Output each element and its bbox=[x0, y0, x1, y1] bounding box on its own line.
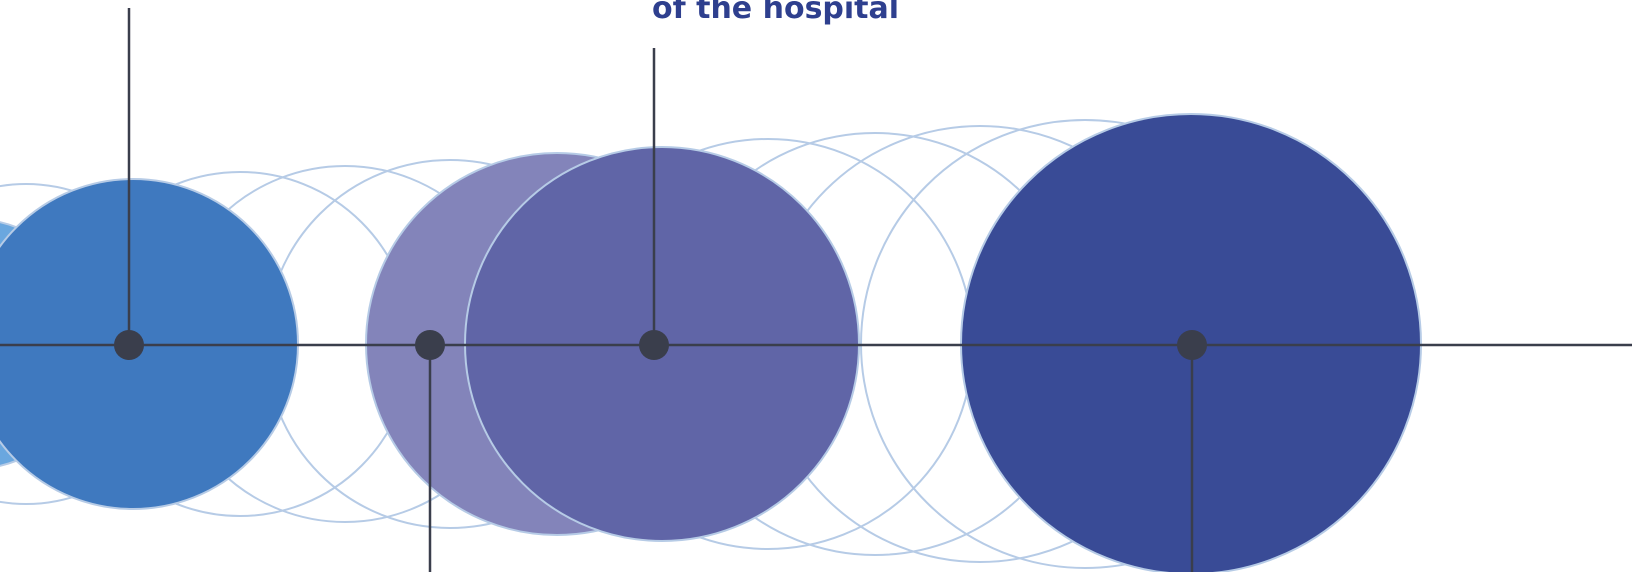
timeline-marker-dot bbox=[415, 330, 445, 360]
timeline-marker-dot bbox=[639, 330, 669, 360]
timeline-marker-dot bbox=[114, 330, 144, 360]
timeline-marker-dot bbox=[1177, 330, 1207, 360]
caption-label: of the hospital bbox=[652, 0, 900, 26]
